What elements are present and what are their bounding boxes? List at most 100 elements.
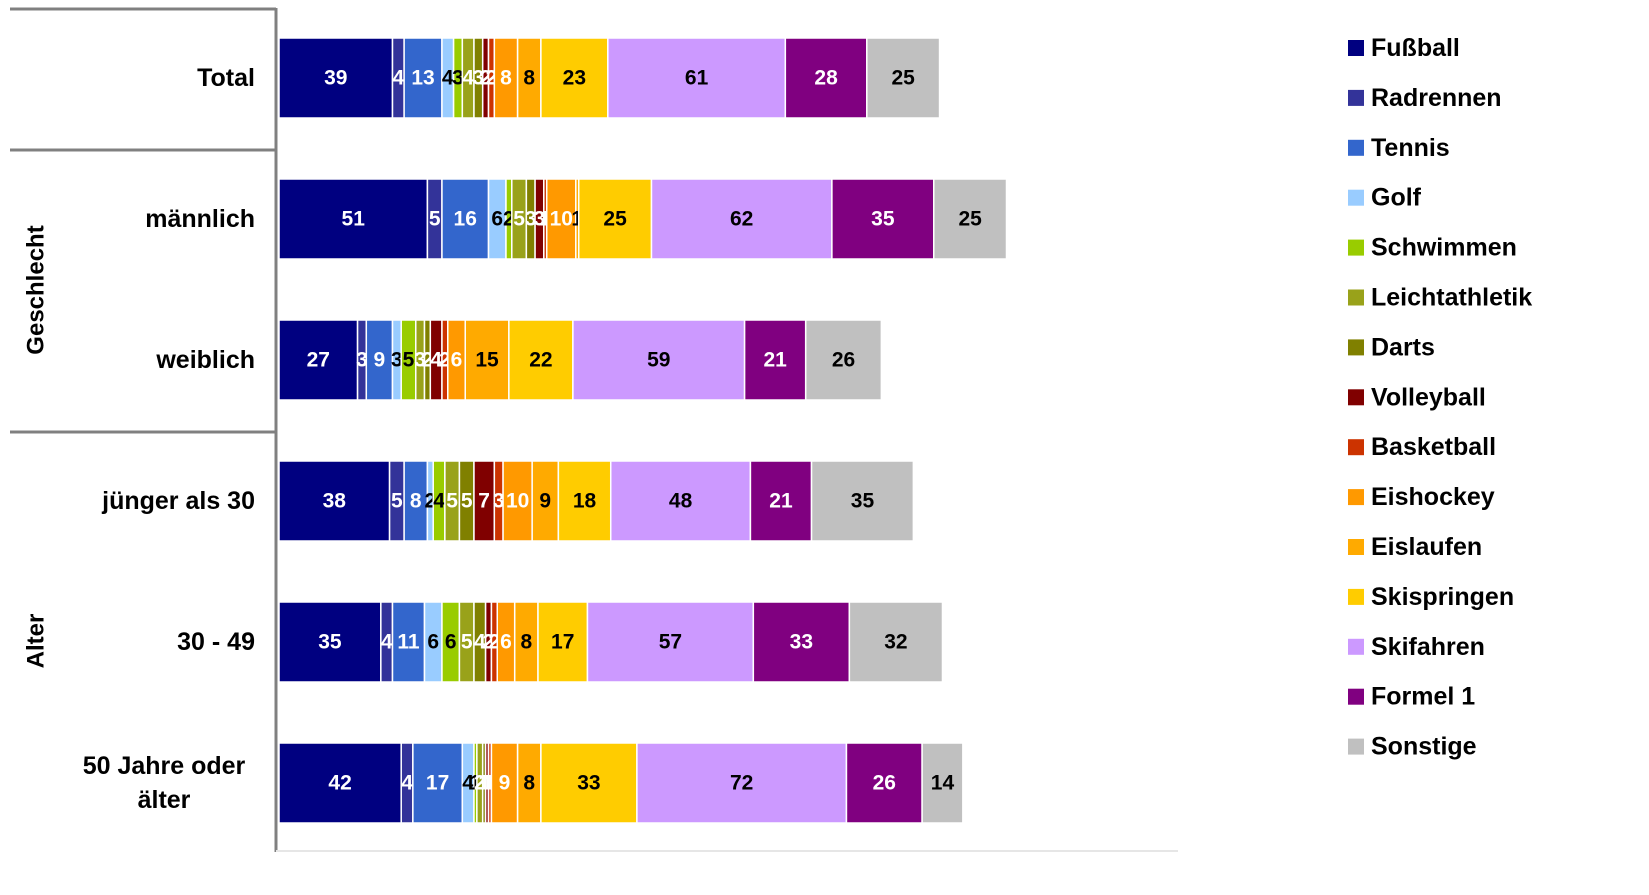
data-label-tennis-total: 13 — [411, 67, 434, 90]
data-label-volleyball-junger-als-30: 7 — [478, 490, 490, 513]
data-label-schwimmen-total: 3 — [452, 67, 464, 90]
data-label-formel-1-weiblich: 21 — [763, 349, 787, 372]
data-label-skifahren-50-jahre-oder-alter: 72 — [730, 772, 753, 795]
data-label-eislaufen-weiblich: 15 — [475, 349, 499, 372]
data-label-basketball-weiblich: 2 — [439, 349, 451, 372]
data-label-golf-total: 4 — [442, 67, 454, 90]
data-label-skifahren-total: 61 — [685, 67, 709, 90]
legend-swatch-schwimmen — [1348, 239, 1364, 256]
bar-segment-eislaufen-weiblich — [464, 319, 510, 401]
data-label-fussball-mannlich: 51 — [342, 208, 366, 231]
bar-segment-fussball-mannlich — [278, 178, 429, 260]
bar-segment-tennis-50-jahre-oder-alter — [412, 742, 464, 824]
data-label-tennis-mannlich: 16 — [454, 208, 477, 231]
data-label-radrennen-total: 4 — [392, 67, 404, 90]
legend-swatch-basketball — [1348, 439, 1364, 456]
data-label-tennis-weiblich: 9 — [374, 349, 386, 372]
data-label-radrennen-weiblich: 3 — [356, 349, 368, 372]
legend-swatch-sonstige — [1348, 738, 1364, 755]
data-label-skispringen-30-49: 17 — [551, 631, 574, 654]
data-label-golf-30-49: 6 — [427, 631, 439, 654]
legend-label-skispringen: Skispringen — [1371, 583, 1514, 611]
data-label-golf-mannlich: 6 — [491, 208, 503, 231]
data-label-leichtathletik-30-49: 5 — [461, 631, 473, 654]
data-label-sonstige-30-49: 32 — [884, 631, 907, 654]
chart-row-labels: Geschlecht Alter Total männlich weiblich jüng… — [23, 64, 256, 814]
data-label-formel-1-30-49: 33 — [790, 631, 813, 654]
data-label-eishockey-junger-als-30: 10 — [506, 490, 529, 513]
bar-segment-eislaufen-junger-als-30 — [531, 460, 560, 542]
data-label-eislaufen-total: 8 — [523, 67, 535, 90]
legend-label-eislaufen: Eislaufen — [1371, 533, 1482, 561]
data-label-schwimmen-mannlich: 2 — [503, 208, 515, 231]
data-label-eishockey-weiblich: 6 — [451, 349, 463, 372]
data-label-radrennen-junger-als-30: 5 — [391, 490, 403, 513]
bar-segment-formel-1-weiblich — [743, 319, 807, 401]
legend-label-fussball: Fußball — [1371, 34, 1460, 62]
legend-swatch-fussball — [1348, 40, 1364, 56]
legend-label-tennis: Tennis — [1371, 134, 1450, 162]
legend-swatch-darts — [1348, 339, 1364, 356]
data-label-basketball-junger-als-30: 3 — [493, 490, 505, 513]
data-label-formel-1-total: 28 — [814, 67, 838, 90]
row-label-total: Total — [197, 64, 255, 92]
legend-swatch-volleyball — [1348, 389, 1364, 406]
row-label-junger-als-30: jünger als 30 — [101, 487, 255, 515]
data-label-sonstige-junger-als-30: 35 — [851, 490, 875, 513]
data-label-leichtathletik-junger-als-30: 5 — [446, 490, 458, 513]
data-label-formel-1-junger-als-30: 21 — [769, 490, 793, 513]
data-label-radrennen-30-49: 4 — [381, 631, 393, 654]
bar-segment-skifahren-weiblich — [572, 319, 746, 401]
legend-label-volleyball: Volleyball — [1371, 383, 1486, 411]
data-label-eishockey-mannlich: 10 — [550, 208, 573, 231]
data-label-schwimmen-junger-als-30: 4 — [433, 490, 445, 513]
data-label-golf-50-jahre-oder-alter: 4 — [462, 772, 474, 795]
data-label-golf-weiblich: 3 — [391, 349, 403, 372]
bar-segment-skispringen-50-jahre-oder-alter — [540, 742, 638, 824]
legend-label-skifahren: Skifahren — [1371, 633, 1485, 661]
bar-segment-skifahren-50-jahre-oder-alter — [636, 742, 848, 824]
data-label-sonstige-weiblich: 26 — [832, 349, 855, 372]
data-label-radrennen-50-jahre-oder-alter: 4 — [401, 772, 413, 795]
data-label-eislaufen-junger-als-30: 9 — [539, 490, 551, 513]
data-label-fussball-weiblich: 27 — [307, 349, 330, 372]
bar-segment-sonstige-junger-als-30 — [810, 460, 915, 542]
data-label-leichtathletik-50-jahre-oder-alter: 2 — [474, 772, 486, 795]
legend-label-schwimmen: Schwimmen — [1371, 234, 1517, 262]
bar-segment-eishockey-junger-als-30 — [502, 460, 533, 542]
data-label-fussball-50-jahre-oder-alter: 42 — [328, 772, 351, 795]
data-label-sonstige-50-jahre-oder-alter: 14 — [931, 772, 955, 795]
bar-segment-formel-1-total — [784, 37, 868, 119]
data-label-volleyball-mannlich: 3 — [534, 208, 546, 231]
data-label-leichtathletik-mannlich: 5 — [513, 208, 525, 231]
legend-label-basketball: Basketball — [1371, 433, 1496, 461]
data-label-volleyball-30-49: 2 — [483, 631, 495, 654]
data-label-basketball-total: 2 — [486, 67, 498, 90]
legend-swatch-leichtathletik — [1348, 289, 1364, 306]
legend-label-formel-1: Formel 1 — [1371, 683, 1475, 711]
bar-segment-skispringen-total — [540, 37, 609, 119]
bar-segment-fussball-total — [278, 37, 394, 119]
bar-segment-sonstige-50-jahre-oder-alter — [921, 742, 964, 824]
data-label-sonstige-mannlich: 25 — [958, 208, 982, 231]
data-label-sonstige-total: 25 — [892, 67, 916, 90]
row-label-mannlich: männlich — [145, 205, 255, 233]
bar-segment-fussball-50-jahre-oder-alter — [278, 742, 402, 824]
data-label-tennis-50-jahre-oder-alter: 17 — [426, 772, 449, 795]
data-label-skispringen-mannlich: 25 — [603, 208, 627, 231]
data-label-skifahren-30-49: 57 — [659, 631, 682, 654]
data-label-leichtathletik-weiblich: 3 — [414, 349, 426, 372]
bar-segment-formel-1-junger-als-30 — [749, 460, 813, 542]
legend-swatch-formel-1 — [1348, 688, 1364, 705]
data-label-skispringen-weiblich: 22 — [529, 349, 552, 372]
bar-segment-sonstige-total — [866, 37, 941, 119]
data-label-darts-total: 3 — [472, 67, 484, 90]
legend-label-eishockey: Eishockey — [1371, 483, 1495, 511]
data-label-eishockey-30-49: 6 — [500, 631, 512, 654]
bar-segment-skispringen-mannlich — [577, 178, 653, 260]
data-label-leichtathletik-total: 4 — [462, 67, 474, 90]
data-label-fussball-junger-als-30: 38 — [323, 490, 347, 513]
data-label-skifahren-mannlich: 62 — [730, 208, 753, 231]
